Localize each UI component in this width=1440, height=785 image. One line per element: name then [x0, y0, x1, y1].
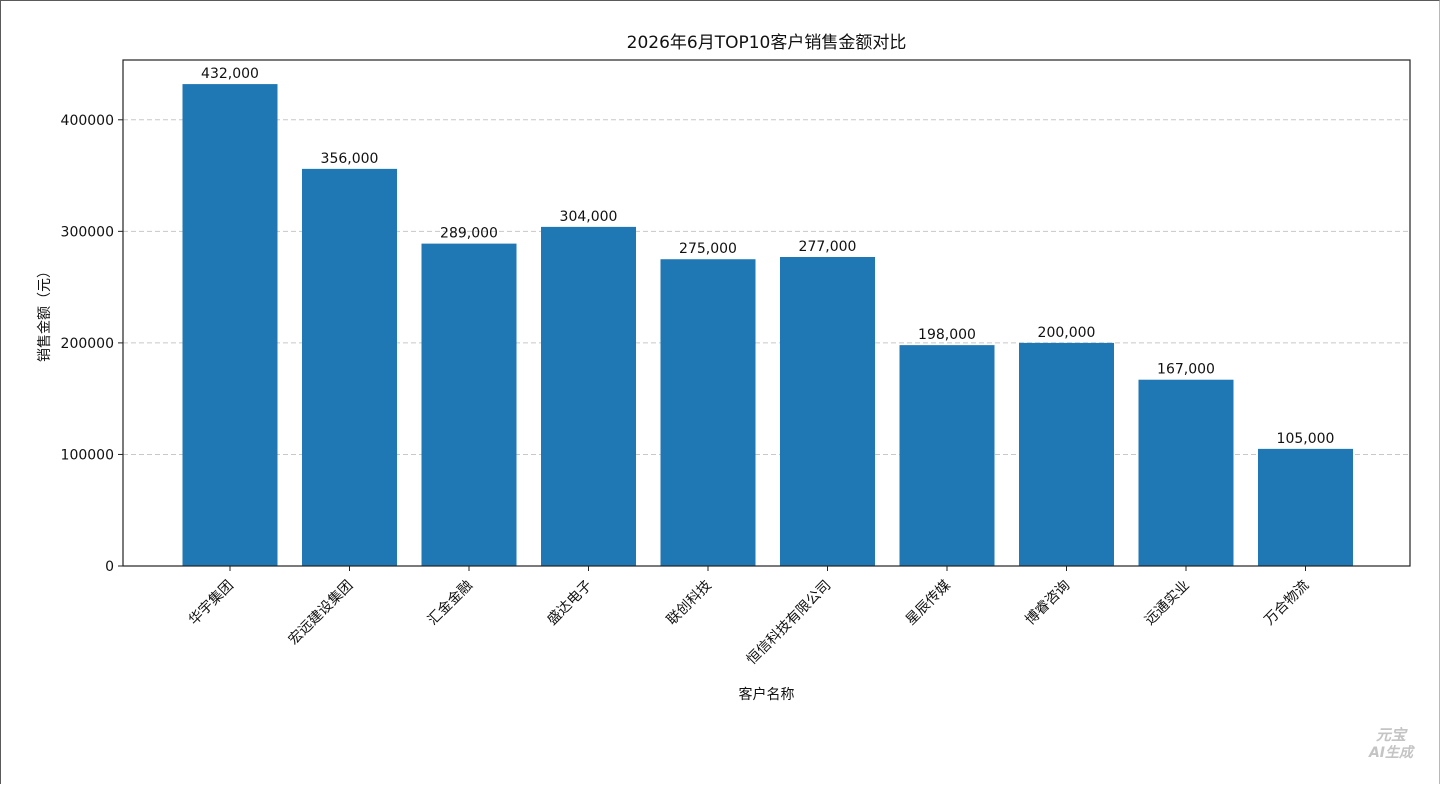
bar-value-label: 277,000 — [799, 239, 857, 255]
watermark-logo: 元宝 AI生成 — [1361, 726, 1421, 762]
bar — [541, 226, 636, 566]
x-tick-label: 华宇集团 — [185, 577, 237, 629]
y-tick-label: 100000 — [61, 447, 114, 463]
bar-value-label: 198,000 — [918, 327, 976, 343]
x-axis-label: 客户名称 — [739, 686, 795, 703]
y-tick-label: 200000 — [61, 336, 114, 352]
data-labels: 432,000 356,000 289,000 304,000 275,000 277,0… — [201, 66, 1334, 447]
x-tick-label: 远通实业 — [1142, 578, 1193, 629]
x-tick-label: 博睿咨询 — [1022, 577, 1074, 629]
bar-value-label: 200,000 — [1038, 325, 1096, 341]
x-tick-label: 汇金金融 — [425, 578, 476, 629]
bar-value-label: 275,000 — [679, 241, 737, 257]
bar — [660, 259, 756, 566]
x-tick-label: 恒信科技有限公司 — [744, 578, 835, 669]
bar — [302, 168, 397, 566]
x-tick-label: 盛达电子 — [544, 578, 595, 629]
bar-value-label: 304,000 — [560, 209, 618, 225]
x-tick-label: 万合物流 — [1261, 578, 1312, 629]
x-tick-label: 联创科技 — [664, 578, 715, 629]
x-tick-label: 星辰传媒 — [903, 578, 954, 629]
bar-value-label: 289,000 — [440, 226, 498, 242]
watermark-line1: 元宝 — [1375, 726, 1406, 744]
bar-value-label: 105,000 — [1277, 431, 1335, 447]
bar-value-label: 432,000 — [201, 66, 259, 82]
bar — [780, 257, 875, 566]
y-tick-label: 400000 — [61, 113, 114, 129]
axes-box — [122, 59, 1411, 567]
bar — [1138, 379, 1234, 566]
bar — [1019, 342, 1114, 566]
chart-title: 2026年6月TOP10客户销售金额对比 — [627, 33, 907, 53]
bar — [899, 345, 995, 566]
watermark-line2: AI生成 — [1368, 745, 1414, 761]
x-ticks: 华宇集团 宏远建设集团 汇金金融 盛达电子 联创科技 恒信科技有限公司 星辰传媒 博睿咨询 远通… — [185, 566, 1312, 668]
y-tick-label: 300000 — [61, 224, 114, 240]
bar — [1258, 448, 1353, 566]
bar-value-label: 356,000 — [321, 151, 379, 167]
bar — [421, 243, 517, 567]
y-axis-label: 销售金额（元） — [37, 264, 53, 362]
x-tick-label: 宏远建设集团 — [285, 577, 356, 648]
y-tick-label: 0 — [105, 559, 114, 575]
bar — [182, 84, 278, 566]
bars — [182, 84, 1353, 567]
bar-value-label: 167,000 — [1157, 362, 1215, 378]
y-ticks: 0 100000 200000 300000 400000 — [61, 113, 123, 575]
